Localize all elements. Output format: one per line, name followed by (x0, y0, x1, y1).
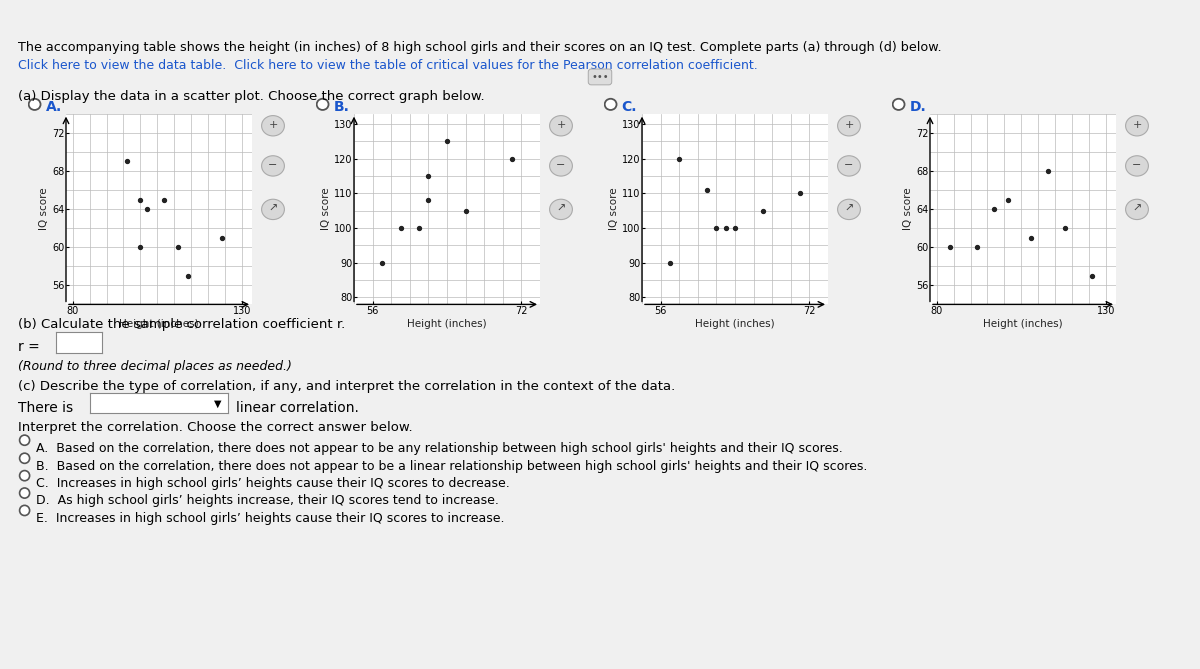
Point (419, 171, 438, 181)
Y-axis label: IQ score: IQ score (322, 188, 331, 230)
Point (118, 156, 137, 167)
Circle shape (29, 99, 41, 110)
Text: ↗: ↗ (269, 203, 277, 213)
Text: ▼: ▼ (214, 399, 221, 408)
Point (138, 203, 157, 214)
Point (503, 153, 522, 164)
Circle shape (317, 99, 329, 110)
Point (754, 205, 773, 216)
Point (1082, 270, 1102, 281)
Circle shape (838, 156, 860, 176)
X-axis label: Height (inches): Height (inches) (695, 318, 775, 328)
Text: −: − (845, 160, 853, 170)
Circle shape (19, 435, 30, 446)
Text: +: + (557, 120, 565, 130)
Text: r =: r = (18, 340, 40, 354)
Y-axis label: IQ score: IQ score (904, 188, 913, 230)
Point (391, 223, 410, 233)
Text: B.: B. (334, 100, 349, 114)
Text: ↗: ↗ (557, 203, 565, 213)
Circle shape (550, 156, 572, 176)
Point (707, 223, 726, 233)
Text: There is: There is (18, 401, 73, 415)
Point (791, 188, 810, 199)
Circle shape (838, 116, 860, 136)
Text: (a) Display the data in a scatter plot. Choose the correct graph below.: (a) Display the data in a scatter plot. … (18, 90, 485, 103)
Point (670, 153, 689, 164)
Point (372, 258, 391, 268)
Circle shape (550, 199, 572, 219)
Point (456, 205, 475, 216)
Circle shape (262, 156, 284, 176)
Point (131, 242, 150, 253)
Point (1056, 223, 1075, 233)
Text: C.  Increases in high school girls’ heights cause their IQ scores to decrease.: C. Increases in high school girls’ heigh… (36, 477, 510, 490)
Text: −: − (269, 160, 277, 170)
Text: D.  As high school girls’ heights increase, their IQ scores tend to increase.: D. As high school girls’ heights increas… (36, 494, 499, 507)
Point (212, 232, 232, 243)
Circle shape (1126, 116, 1148, 136)
Text: linear correlation.: linear correlation. (236, 401, 359, 415)
X-axis label: Height (inches): Height (inches) (983, 318, 1063, 328)
Text: +: + (1133, 120, 1141, 130)
Text: Interpret the correlation. Choose the correct answer below.: Interpret the correlation. Choose the co… (18, 421, 413, 434)
Text: +: + (269, 120, 277, 130)
Text: A.  Based on the correlation, there does not appear to be any relationship betwe: A. Based on the correlation, there does … (36, 442, 842, 454)
Point (941, 242, 960, 253)
Circle shape (605, 99, 617, 110)
Circle shape (1126, 156, 1148, 176)
Point (437, 136, 456, 147)
Text: D.: D. (910, 100, 926, 114)
Point (967, 242, 986, 253)
Text: ↗: ↗ (1133, 203, 1141, 213)
Point (660, 258, 679, 268)
Text: −: − (557, 160, 565, 170)
Point (131, 194, 150, 205)
Point (697, 185, 716, 195)
Circle shape (19, 488, 30, 498)
Text: C.: C. (622, 100, 637, 114)
Point (1039, 165, 1058, 176)
Point (155, 194, 174, 205)
Text: (c) Describe the type of correlation, if any, and interpret the correlation in t: (c) Describe the type of correlation, if… (18, 380, 676, 393)
Text: (b) Calculate the sample correlation coefficient r.: (b) Calculate the sample correlation coe… (18, 318, 346, 330)
Y-axis label: IQ score: IQ score (40, 188, 49, 230)
X-axis label: Height (inches): Height (inches) (407, 318, 487, 328)
Circle shape (1126, 199, 1148, 219)
Text: −: − (1133, 160, 1141, 170)
Circle shape (262, 199, 284, 219)
Text: The accompanying table shows the height (in inches) of 8 high school girls and t: The accompanying table shows the height … (18, 41, 942, 54)
Circle shape (19, 505, 30, 516)
X-axis label: Height (inches): Height (inches) (119, 318, 199, 328)
Circle shape (19, 470, 30, 481)
Text: Click here to view the data table.  Click here to view the table of critical val: Click here to view the data table. Click… (18, 59, 757, 72)
Point (998, 194, 1018, 205)
Point (725, 223, 744, 233)
Point (1022, 232, 1042, 243)
Y-axis label: IQ score: IQ score (610, 188, 619, 230)
Point (409, 223, 428, 233)
Point (178, 270, 197, 281)
Point (419, 195, 438, 206)
Circle shape (893, 99, 905, 110)
Circle shape (838, 199, 860, 219)
Text: •••: ••• (592, 72, 608, 82)
Text: B.  Based on the correlation, there does not appear to be a linear relationship : B. Based on the correlation, there does … (36, 460, 868, 472)
Text: E.  Increases in high school girls’ heights cause their IQ scores to increase.: E. Increases in high school girls’ heigh… (36, 512, 504, 524)
Circle shape (550, 116, 572, 136)
Text: A.: A. (46, 100, 62, 114)
Text: +: + (845, 120, 853, 130)
Point (716, 223, 736, 233)
Point (168, 242, 187, 253)
Text: (Round to three decimal places as needed.): (Round to three decimal places as needed… (18, 360, 292, 373)
Point (985, 203, 1004, 214)
Circle shape (262, 116, 284, 136)
Text: ↗: ↗ (845, 203, 853, 213)
Circle shape (19, 453, 30, 464)
